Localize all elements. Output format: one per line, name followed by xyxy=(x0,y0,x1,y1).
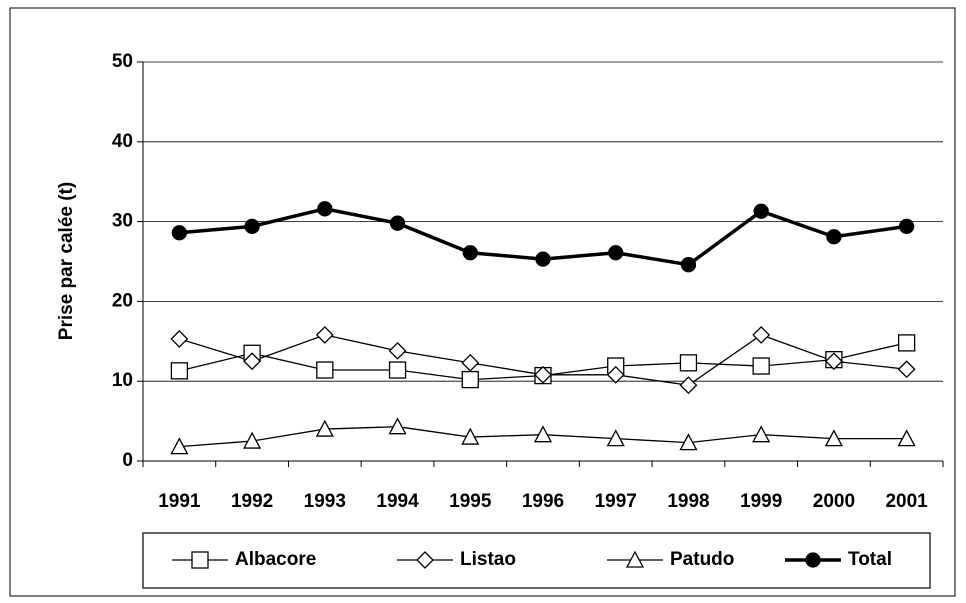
x-tick-label: 1997 xyxy=(595,491,637,512)
legend-label: Listao xyxy=(460,549,516,570)
y-tick-label: 0 xyxy=(122,450,133,471)
data-point xyxy=(535,251,551,267)
data-point xyxy=(606,429,625,447)
data-point xyxy=(897,429,916,447)
data-point xyxy=(897,334,916,352)
data-point xyxy=(389,215,406,231)
x-tick-label: 1998 xyxy=(667,491,709,512)
data-point xyxy=(533,425,553,443)
data-point xyxy=(824,352,843,371)
legend-box xyxy=(142,532,931,589)
data-point xyxy=(244,218,260,235)
x-tick-label: 1992 xyxy=(231,491,273,512)
y-tick-label: 50 xyxy=(112,51,133,72)
data-point xyxy=(170,329,189,348)
x-tick-label: 2001 xyxy=(885,491,928,512)
data-point xyxy=(680,257,697,273)
legend-marker xyxy=(191,551,209,569)
data-point xyxy=(679,433,698,451)
data-point xyxy=(461,427,480,445)
chart-frame xyxy=(9,7,956,597)
legend-marker xyxy=(625,550,645,568)
legend-marker xyxy=(416,551,434,569)
data-point xyxy=(243,431,262,449)
data-point xyxy=(462,245,478,261)
data-point xyxy=(461,353,480,372)
y-tick-label: 10 xyxy=(112,370,133,391)
data-point xyxy=(752,357,770,375)
data-point xyxy=(824,429,843,447)
data-point xyxy=(534,365,552,384)
x-tick-label: 1996 xyxy=(522,491,564,512)
y-tick-label: 40 xyxy=(112,131,133,152)
y-tick-label: 30 xyxy=(112,211,133,232)
x-tick-label: 1994 xyxy=(376,491,419,512)
legend-marker xyxy=(805,552,821,568)
x-tick-label: 1995 xyxy=(449,491,492,512)
data-point xyxy=(679,354,698,372)
x-tick-label: 2000 xyxy=(813,491,855,512)
data-point xyxy=(388,417,407,435)
y-axis-title: Prise par calée (t) xyxy=(56,182,77,340)
y-tick-label: 20 xyxy=(112,290,133,311)
data-point xyxy=(752,425,771,443)
x-tick-label: 1991 xyxy=(158,491,201,512)
data-point xyxy=(315,325,334,344)
data-point xyxy=(461,370,479,389)
data-point xyxy=(317,201,333,217)
data-point xyxy=(171,225,188,241)
x-tick-label: 1999 xyxy=(740,491,782,512)
data-point xyxy=(243,352,262,371)
data-point xyxy=(898,218,915,235)
data-point xyxy=(170,362,189,380)
data-point xyxy=(315,419,334,437)
legend-label: Albacore xyxy=(235,549,316,570)
legend-label: Total xyxy=(848,549,892,570)
data-point xyxy=(608,245,624,261)
data-point xyxy=(606,365,625,384)
data-point xyxy=(388,341,407,360)
data-point xyxy=(897,360,916,379)
data-point xyxy=(752,325,771,344)
data-point xyxy=(753,203,769,219)
x-tick-label: 1993 xyxy=(304,491,346,512)
data-point xyxy=(679,376,698,395)
data-point xyxy=(316,361,334,379)
data-point xyxy=(170,437,189,455)
data-point xyxy=(826,229,842,245)
data-point xyxy=(388,361,407,379)
legend-label: Patudo xyxy=(670,549,734,570)
